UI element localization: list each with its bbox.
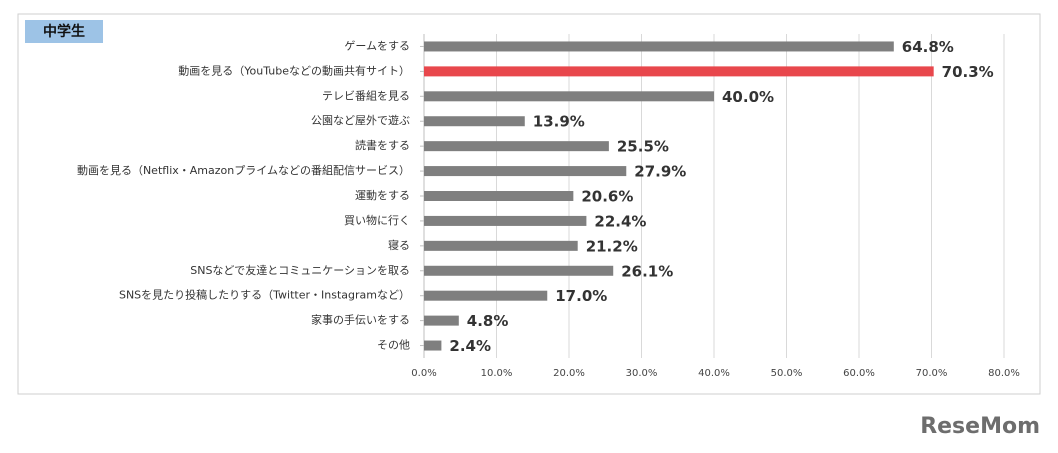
title-box xyxy=(25,20,103,43)
bar xyxy=(424,340,442,351)
x-tick-label: 40.0% xyxy=(698,368,730,379)
bar xyxy=(424,240,578,251)
category-label: 家事の手伝いをする xyxy=(311,313,410,327)
bar xyxy=(424,66,934,77)
value-label: 27.9% xyxy=(634,163,686,181)
category-label: 公園など屋外で遊ぶ xyxy=(311,113,410,127)
chart-title: 中学生 xyxy=(43,23,85,40)
value-label: 4.8% xyxy=(467,312,509,330)
bar xyxy=(424,215,587,226)
x-tick-label: 50.0% xyxy=(771,368,803,379)
bar xyxy=(424,141,609,152)
value-label: 21.2% xyxy=(586,237,638,255)
bar xyxy=(424,315,459,326)
x-tick-label: 20.0% xyxy=(553,368,585,379)
value-label: 17.0% xyxy=(555,287,607,305)
x-tick-label: 10.0% xyxy=(481,368,513,379)
value-label: 70.3% xyxy=(942,63,994,81)
category-label: その他 xyxy=(377,339,410,352)
value-label: 20.6% xyxy=(581,188,633,206)
x-tick-label: 60.0% xyxy=(843,368,875,379)
watermark: ReseMom xyxy=(920,414,1040,439)
value-label: 26.1% xyxy=(621,262,673,280)
category-label: SNSなどで友達とコミュニケーションを取る xyxy=(190,263,410,277)
category-label: ゲームをする xyxy=(344,39,410,52)
category-label: 寝る xyxy=(388,238,410,252)
bar xyxy=(424,116,525,127)
value-label: 2.4% xyxy=(449,337,491,355)
value-label: 22.4% xyxy=(594,212,646,230)
value-label: 40.0% xyxy=(722,88,774,106)
category-label: 読書をする xyxy=(355,138,410,152)
category-label: 運動をする xyxy=(355,188,410,202)
category-label: 動画を見る（Netflix・Amazonプライムなどの番組配信サービス） xyxy=(77,163,410,177)
value-label: 25.5% xyxy=(617,138,669,156)
bar xyxy=(424,191,574,201)
category-label: テレビ番組を見る xyxy=(322,89,410,102)
bar xyxy=(424,290,548,301)
x-tick-label: 80.0% xyxy=(988,368,1020,379)
category-label: 買い物に行く xyxy=(344,213,410,227)
chart-frame xyxy=(17,13,1041,395)
bar xyxy=(424,265,614,276)
bar xyxy=(424,41,894,52)
x-tick-label: 0.0% xyxy=(411,368,436,379)
bar xyxy=(424,91,714,102)
x-tick-label: 30.0% xyxy=(626,368,658,379)
value-label: 64.8% xyxy=(902,38,954,56)
x-tick-label: 70.0% xyxy=(916,368,948,379)
category-label: 動画を見る（YouTubeなどの動画共有サイト） xyxy=(178,63,410,77)
category-label: SNSを見たり投稿したりする（Twitter・Instagramなど） xyxy=(119,288,410,302)
bar xyxy=(424,166,627,177)
value-label: 13.9% xyxy=(533,113,585,131)
